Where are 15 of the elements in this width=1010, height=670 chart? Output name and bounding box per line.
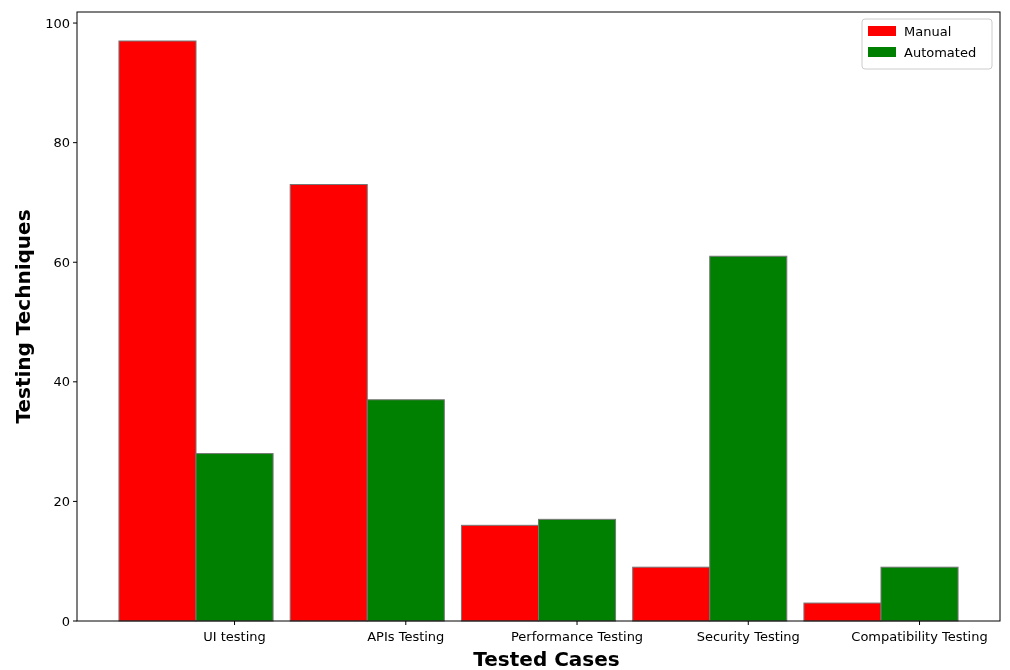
- legend-label: Manual: [904, 23, 952, 39]
- y-axis-title: Testing Techniques: [11, 209, 35, 424]
- y-tick-label: 40: [53, 374, 70, 390]
- x-tick-label: Security Testing: [696, 629, 800, 644]
- x-axis-title: Tested Cases: [473, 647, 620, 670]
- legend-label: Automated: [904, 44, 977, 60]
- y-tick-label: 60: [53, 254, 70, 270]
- y-tick-label: 0: [61, 613, 70, 629]
- y-tick-label: 100: [45, 15, 70, 31]
- y-tick-label: 20: [53, 493, 70, 509]
- y-tick-label: 80: [53, 135, 70, 151]
- x-tick-label: Performance Testing: [510, 629, 644, 644]
- x-tick-label: Compatibility Testing: [851, 629, 988, 644]
- x-tick-label: UI testing: [203, 629, 266, 644]
- x-tick-label: APIs Testing: [367, 629, 445, 644]
